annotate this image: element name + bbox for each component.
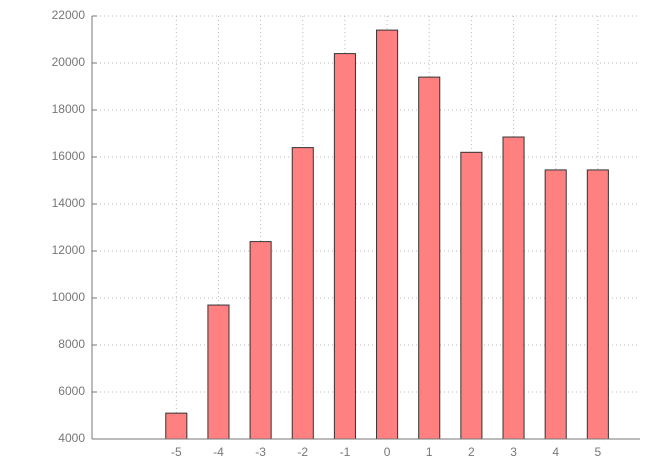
bar	[460, 151, 483, 440]
bar	[249, 241, 272, 440]
x-tick-label: 4	[552, 445, 559, 459]
bar	[586, 169, 609, 440]
bar	[291, 147, 314, 440]
y-tick-label: 4000	[58, 431, 85, 445]
x-tick-label: 2	[468, 445, 475, 459]
x-tick-label: -4	[213, 445, 224, 459]
y-tick-label: 6000	[58, 384, 85, 398]
bar	[333, 53, 356, 440]
x-tick-label: -2	[297, 445, 308, 459]
x-tick-label: 0	[384, 445, 391, 459]
bar	[544, 169, 567, 440]
x-tick-label: -1	[340, 445, 351, 459]
y-tick-label: 20000	[52, 55, 86, 69]
x-tick-label: 1	[426, 445, 433, 459]
bar	[376, 29, 399, 440]
y-tick-label: 10000	[52, 290, 86, 304]
y-tick-label: 22000	[52, 8, 86, 22]
bar	[207, 304, 230, 440]
bar	[418, 76, 441, 440]
y-tick-label: 16000	[52, 149, 86, 163]
y-tick-label: 8000	[58, 337, 85, 351]
y-tick-label: 12000	[52, 243, 86, 257]
x-tick-label: 3	[510, 445, 517, 459]
x-tick-label: 5	[595, 445, 602, 459]
y-tick-label: 18000	[52, 102, 86, 116]
bar	[165, 412, 188, 440]
x-tick-label: -5	[171, 445, 182, 459]
y-tick-label: 14000	[52, 196, 86, 210]
bar	[502, 136, 525, 440]
x-tick-label: -3	[255, 445, 266, 459]
